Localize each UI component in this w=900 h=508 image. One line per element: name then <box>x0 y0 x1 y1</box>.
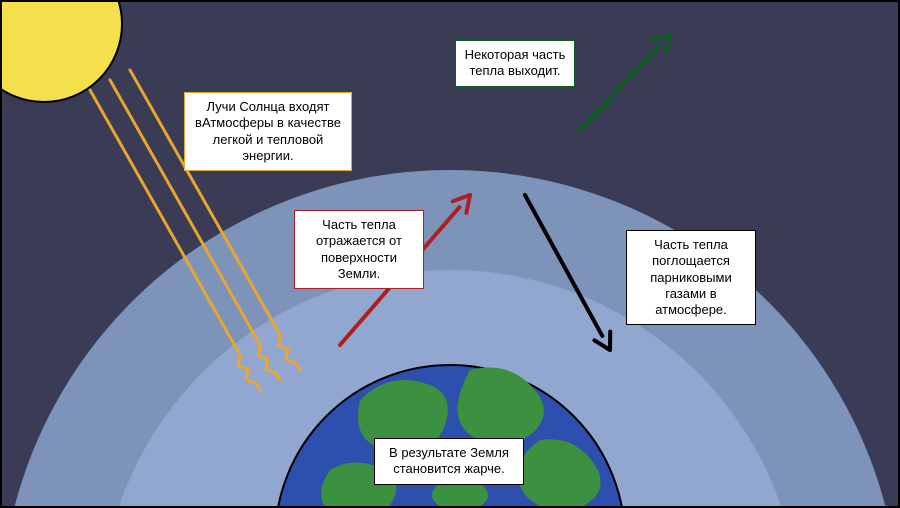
label-heat-absorbed: Часть тепла поглощается парниковыми газа… <box>626 230 756 325</box>
scene-svg <box>0 0 900 508</box>
label-result: В результате Земля становится жарче. <box>374 438 524 485</box>
label-heat-reflected: Часть тепла отражается от поверхности Зе… <box>294 210 424 289</box>
label-incoming-rays: Лучи Солнца входят вАтмосферы в качестве… <box>184 92 352 171</box>
label-heat-escapes: Некоторая часть тепла выходит. <box>455 40 575 87</box>
greenhouse-diagram: Лучи Солнца входят вАтмосферы в качестве… <box>0 0 900 508</box>
